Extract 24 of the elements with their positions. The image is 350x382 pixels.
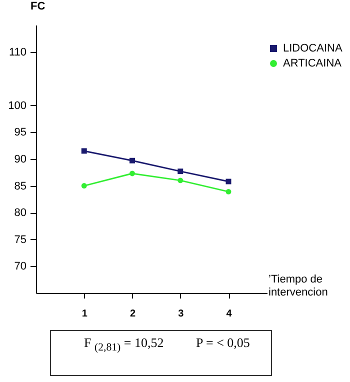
- legend-label: ARTICAINA: [283, 58, 342, 70]
- point: [130, 158, 135, 164]
- text-frame: F $_{(2,81)}$ = 10,52 P = < 0,05: [50, 330, 272, 376]
- y-tick-label: 75: [14, 234, 26, 246]
- x-tick-label: 4: [226, 308, 232, 320]
- point: [178, 178, 184, 184]
- point: [226, 188, 232, 194]
- y-tick-label: 100: [8, 100, 26, 112]
- point: [130, 170, 135, 176]
- point: [81, 148, 87, 154]
- y-tick-label: 110: [8, 46, 26, 58]
- point: [178, 168, 184, 174]
- y-axis-title: FC: [30, 0, 46, 12]
- x-axis-title: ’Tiempo de intervencion: [268, 274, 328, 298]
- x-tick-label: 1: [82, 308, 88, 320]
- y-tick-label: 95: [14, 126, 26, 139]
- legend-label: LIDOCAINA: [283, 42, 343, 54]
- y-tick-label: 70: [14, 260, 26, 273]
- x-tick-label: 2: [130, 308, 136, 320]
- y-tick-label: 80: [14, 207, 26, 220]
- x-tick-label: 3: [178, 308, 184, 320]
- point: [81, 183, 87, 189]
- y-tick-label: 85: [14, 180, 26, 192]
- y-tick-label: 90: [14, 154, 26, 166]
